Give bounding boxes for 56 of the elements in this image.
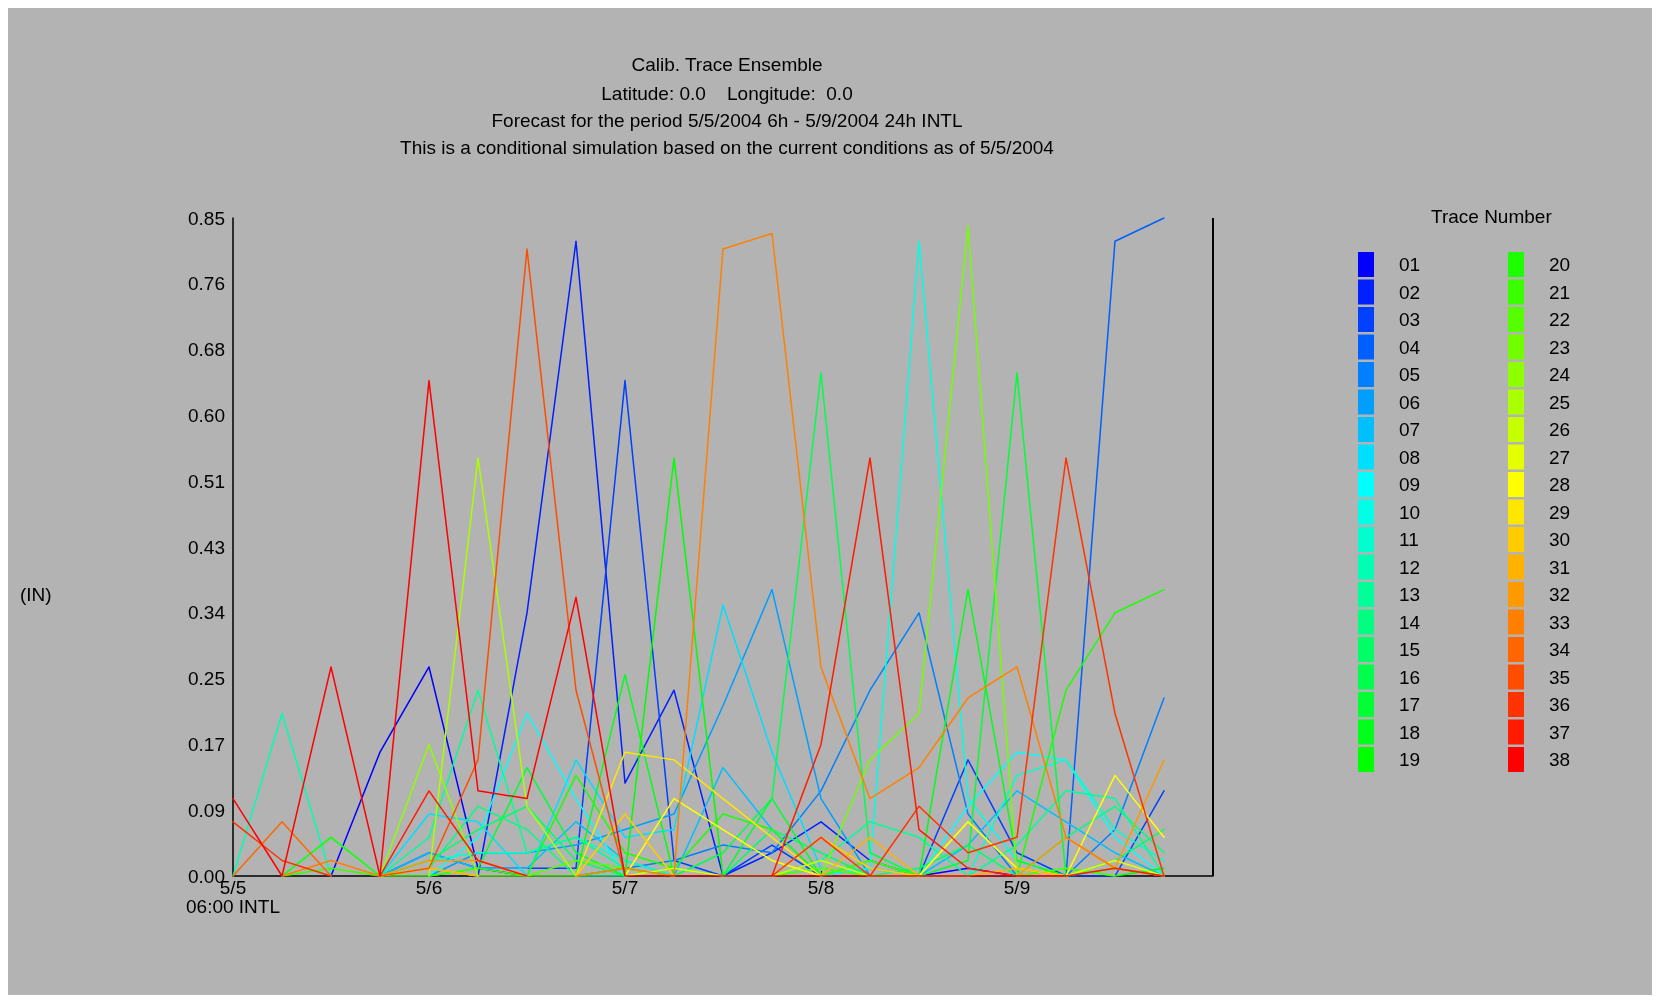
y-tick-label: 0.76 bbox=[188, 273, 225, 295]
legend-label: 03 bbox=[1399, 309, 1421, 330]
legend-label: 13 bbox=[1399, 584, 1421, 605]
legend-label: 26 bbox=[1549, 419, 1571, 440]
legend-label: 37 bbox=[1549, 721, 1571, 743]
legend-label: 10 bbox=[1399, 501, 1421, 523]
legend-label: 01 bbox=[1399, 254, 1421, 275]
legend-label: 32 bbox=[1549, 584, 1571, 605]
legend-label: 25 bbox=[1549, 391, 1571, 413]
y-tick-label: 0.43 bbox=[188, 536, 225, 558]
x-tick-label: 5/6 bbox=[415, 877, 443, 898]
legend-label: 12 bbox=[1399, 556, 1421, 578]
y-tick-label: 0.25 bbox=[188, 668, 225, 690]
legend-label: 02 bbox=[1399, 281, 1421, 303]
legend-label: 04 bbox=[1399, 336, 1421, 358]
legend-label: 22 bbox=[1549, 309, 1571, 330]
legend-label: 36 bbox=[1549, 694, 1571, 715]
legend-label: 21 bbox=[1549, 281, 1571, 303]
legend-label: 28 bbox=[1549, 474, 1571, 495]
legend-label: 20 bbox=[1549, 254, 1571, 275]
y-tick-label: 0.09 bbox=[188, 799, 225, 821]
chart-title: Calib. Trace Ensemble bbox=[631, 54, 823, 75]
x-tick-label: 5/7 bbox=[611, 877, 639, 898]
y-tick-label: 0.34 bbox=[188, 602, 226, 624]
legend-label: 34 bbox=[1549, 639, 1571, 660]
legend-label: 07 bbox=[1399, 419, 1421, 440]
legend-label: 33 bbox=[1549, 611, 1571, 633]
legend-label: 29 bbox=[1549, 501, 1571, 523]
y-tick-label: 0.17 bbox=[188, 733, 225, 755]
x-tick-label: 5/9 bbox=[1003, 877, 1031, 898]
y-tick-label: 0.68 bbox=[188, 339, 225, 361]
legend-label: 23 bbox=[1549, 336, 1571, 358]
legend-label: 14 bbox=[1399, 611, 1421, 633]
legend-label: 18 bbox=[1399, 721, 1421, 743]
legend-label: 30 bbox=[1549, 529, 1571, 550]
legend-label: 35 bbox=[1549, 666, 1571, 688]
legend-label: 24 bbox=[1549, 364, 1571, 385]
legend-label: 06 bbox=[1399, 391, 1421, 413]
legend-label: 05 bbox=[1399, 364, 1421, 385]
legend-label: 17 bbox=[1399, 694, 1421, 715]
legend-label: 16 bbox=[1399, 666, 1421, 688]
text: (IN) bbox=[20, 584, 52, 605]
x-tick-label: 5/8 bbox=[807, 877, 835, 898]
y-tick-label: 0.60 bbox=[188, 404, 225, 426]
legend-label: 38 bbox=[1549, 749, 1571, 770]
legend-label: 27 bbox=[1549, 446, 1571, 468]
legend-label: 08 bbox=[1399, 446, 1421, 468]
legend-title: Trace Number bbox=[1431, 206, 1553, 227]
legend-label: 19 bbox=[1399, 749, 1421, 770]
legend-label: 31 bbox=[1549, 556, 1571, 578]
y-tick-label: 0.85 bbox=[188, 207, 225, 229]
legend-label: 11 bbox=[1399, 529, 1419, 550]
chart-subtitle: Latitude: 0.0 Longitude: 0.0 Forecast for the period 5/5/2004 6h - 5/9/2004 24h INTL This is a conditional simulation based on the current conditions as of 5/5/2004 bbox=[400, 83, 1055, 158]
legend-label: 15 bbox=[1399, 639, 1421, 660]
y-tick-label: 0.51 bbox=[188, 470, 225, 492]
legend-label: 09 bbox=[1399, 474, 1421, 495]
